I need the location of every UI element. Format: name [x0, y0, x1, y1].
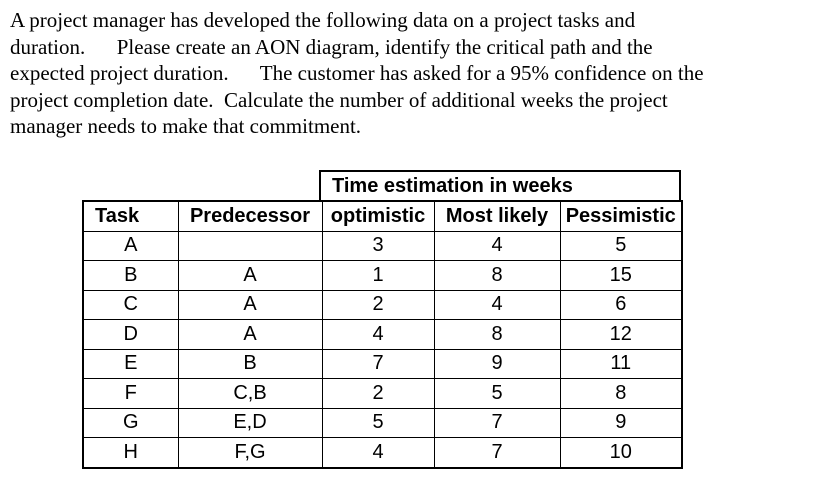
cell-optimistic: 4 [321, 319, 435, 350]
table-row: B A 1 8 15 [82, 260, 683, 291]
cell-pessimistic: 6 [559, 289, 683, 320]
cell-optimistic: 4 [321, 437, 435, 468]
column-header-predecessor: Predecessor [177, 200, 323, 232]
cell-most-likely: 8 [433, 319, 561, 350]
paragraph-line: project completion date. Calculate the n… [10, 87, 668, 112]
cell-task: B [82, 260, 179, 291]
cell-task: A [82, 230, 179, 261]
table-header-row: Task Predecessor optimistic Most likely … [82, 200, 683, 232]
cell-most-likely: 5 [433, 378, 561, 409]
cell-optimistic: 5 [321, 407, 435, 438]
cell-task: G [82, 407, 179, 438]
cell-most-likely: 4 [433, 230, 561, 261]
problem-statement: A project manager has developed the foll… [10, 7, 704, 140]
cell-predecessor: A [177, 260, 323, 291]
cell-optimistic: 2 [321, 289, 435, 320]
cell-most-likely: 8 [433, 260, 561, 291]
cell-pessimistic: 8 [559, 378, 683, 409]
cell-optimistic: 7 [321, 348, 435, 379]
cell-optimistic: 1 [321, 260, 435, 291]
cell-task: F [82, 378, 179, 409]
cell-most-likely: 9 [433, 348, 561, 379]
column-header-optimistic: optimistic [321, 200, 435, 232]
paragraph-line: expected project duration. The customer … [10, 61, 704, 85]
cell-task: E [82, 348, 179, 379]
table-row: G E,D 5 7 9 [82, 407, 683, 438]
cell-pessimistic: 12 [559, 319, 683, 350]
cell-pessimistic: 15 [559, 260, 683, 291]
cell-predecessor: F,G [177, 437, 323, 468]
cell-pessimistic: 10 [559, 437, 683, 468]
cell-most-likely: 7 [433, 407, 561, 438]
cell-predecessor: B [177, 348, 323, 379]
cell-predecessor: A [177, 319, 323, 350]
table-row: F C,B 2 5 8 [82, 378, 683, 409]
cell-task: H [82, 437, 179, 468]
cell-pessimistic: 11 [559, 348, 683, 379]
table-body: A 3 4 5 B A 1 8 15 C A 2 4 6 D A 4 8 12 E B 7 9 11 F C,B 2 5 8 G E,D 5 7… [82, 230, 683, 468]
column-header-task: Task [82, 200, 179, 232]
cell-optimistic: 2 [321, 378, 435, 409]
paragraph-line: duration. Please create an AON diagram, … [10, 34, 653, 59]
cell-most-likely: 7 [433, 437, 561, 468]
cell-predecessor: A [177, 289, 323, 320]
task-table: Task Predecessor optimistic Most likely … [82, 200, 683, 469]
column-header-pessimistic: Pessimistic [559, 200, 683, 232]
column-header-most-likely: Most likely [433, 200, 561, 232]
cell-predecessor [177, 230, 323, 261]
paragraph-line: manager needs to make that commitment. [10, 114, 362, 138]
table-row: H F,G 4 7 10 [82, 437, 683, 468]
time-estimation-group-header: Time estimation in weeks [319, 170, 681, 202]
paragraph-line: A project manager has developed the foll… [10, 8, 636, 32]
cell-predecessor: E,D [177, 407, 323, 438]
cell-task: D [82, 319, 179, 350]
table-row: D A 4 8 12 [82, 319, 683, 350]
table-row: E B 7 9 11 [82, 348, 683, 379]
cell-predecessor: C,B [177, 378, 323, 409]
cell-most-likely: 4 [433, 289, 561, 320]
cell-pessimistic: 5 [559, 230, 683, 261]
cell-optimistic: 3 [321, 230, 435, 261]
cell-task: C [82, 289, 179, 320]
cell-pessimistic: 9 [559, 407, 683, 438]
